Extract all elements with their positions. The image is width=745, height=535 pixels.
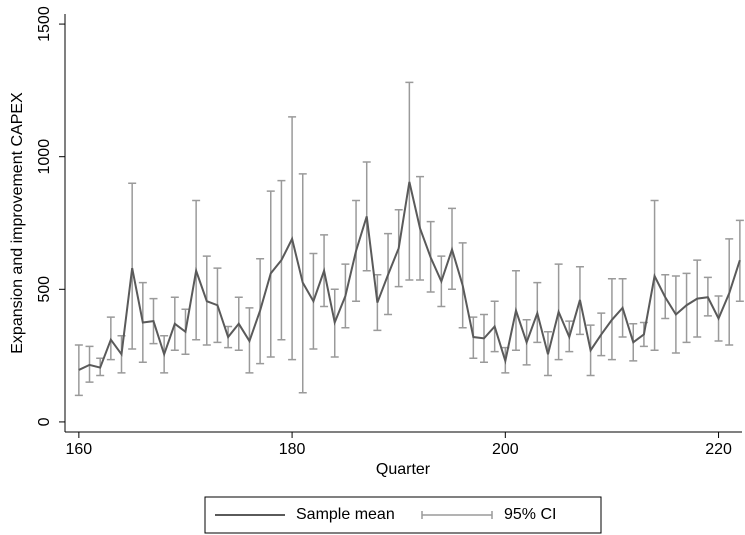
x-axis-title: Quarter <box>376 461 431 478</box>
x-tick-label: 180 <box>279 441 306 458</box>
mean-line <box>78 181 741 371</box>
legend-label: Sample mean <box>296 506 395 523</box>
x-tick-label: 160 <box>66 441 93 458</box>
y-axis-title: Expansion and improvement CAPEX <box>9 92 26 354</box>
y-tick-label: 1000 <box>36 139 53 175</box>
error-bar <box>405 81 414 281</box>
error-bar <box>682 272 691 344</box>
x-tick-label: 220 <box>705 441 732 458</box>
legend-swatch <box>421 511 493 519</box>
error-bar <box>74 344 83 397</box>
error-bar <box>128 182 137 350</box>
y-tick-label: 0 <box>36 417 53 426</box>
x-tick-label: 200 <box>492 441 519 458</box>
y-tick-label: 500 <box>36 276 53 303</box>
legend-label: 95% CI <box>504 506 556 523</box>
y-tick-label: 1500 <box>36 6 53 42</box>
